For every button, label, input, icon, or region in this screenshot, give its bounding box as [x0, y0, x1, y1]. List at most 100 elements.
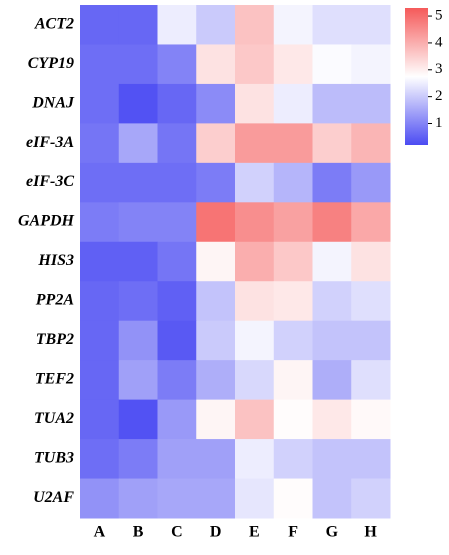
heatmap-cell	[273, 44, 313, 85]
heatmap-cell	[312, 281, 352, 322]
row-label: TBP2	[36, 331, 74, 348]
heatmap-cell	[273, 478, 313, 519]
heatmap-cell	[235, 44, 275, 85]
heatmap-cell	[80, 44, 120, 85]
heatmap-cell	[235, 162, 275, 203]
heatmap-cell	[157, 399, 197, 440]
heatmap-cell	[118, 162, 158, 203]
heatmap-cell	[351, 320, 391, 361]
heatmap-cell	[118, 281, 158, 322]
heatmap-cell	[196, 83, 236, 124]
colorbar-tick-label: 2	[435, 88, 443, 104]
heatmap-cell	[351, 478, 391, 519]
heatmap-cell	[351, 44, 391, 85]
colorbar-tick-label: 4	[435, 34, 443, 50]
heatmap-cell	[157, 241, 197, 282]
heatmap-cell	[351, 202, 391, 243]
heatmap-cell	[118, 5, 158, 45]
heatmap-cell	[235, 320, 275, 361]
heatmap-cell	[196, 360, 236, 401]
column-label: C	[171, 524, 183, 541]
heatmap-cell	[273, 320, 313, 361]
heatmap-cell	[118, 202, 158, 243]
heatmap-cell	[157, 478, 197, 519]
heatmap-cell	[273, 281, 313, 322]
heatmap-cell	[80, 241, 120, 282]
heatmap-cell	[351, 123, 391, 164]
row-label: eIF-3A	[26, 134, 74, 151]
heatmap-cell	[312, 320, 352, 361]
heatmap-cell	[157, 360, 197, 401]
heatmap-cell	[80, 162, 120, 203]
heatmap-cell	[312, 360, 352, 401]
heatmap-cell	[80, 123, 120, 164]
colorbar-tick-label: 1	[435, 115, 443, 131]
heatmap-cell	[351, 83, 391, 124]
heatmap-cell	[235, 241, 275, 282]
heatmap-cell	[312, 241, 352, 282]
row-label: TUB3	[34, 449, 74, 466]
heatmap-cell	[196, 123, 236, 164]
heatmap-cell	[80, 83, 120, 124]
heatmap-cell	[235, 202, 275, 243]
heatmap-cell	[196, 478, 236, 519]
heatmap-cell	[196, 44, 236, 85]
heatmap-cell	[80, 5, 120, 45]
heatmap-cell	[118, 44, 158, 85]
column-label: F	[288, 524, 298, 541]
heatmap-cell	[235, 281, 275, 322]
heatmap-cell	[157, 439, 197, 480]
heatmap-cell	[80, 439, 120, 480]
column-label: A	[94, 524, 106, 541]
colorbar-tick-label: 3	[435, 61, 443, 77]
heatmap-cell	[196, 202, 236, 243]
heatmap-cell	[273, 123, 313, 164]
column-label: G	[326, 524, 339, 541]
heatmap-cell	[235, 123, 275, 164]
heatmap-cell	[196, 320, 236, 361]
heatmap-cell	[312, 399, 352, 440]
heatmap-cell	[157, 44, 197, 85]
heatmap-cell	[196, 439, 236, 480]
row-label: eIF-3C	[26, 173, 74, 190]
heatmap-cell	[273, 399, 313, 440]
heatmap-cell	[80, 399, 120, 440]
heatmap-cell	[80, 281, 120, 322]
row-label: PP2A	[35, 292, 75, 309]
heatmap-cell	[196, 162, 236, 203]
heatmap-cell	[118, 360, 158, 401]
row-label: GAPDH	[18, 213, 75, 230]
colorbar-tick-label: 5	[435, 7, 443, 23]
row-label: U2AF	[33, 489, 74, 506]
heatmap-cell	[273, 5, 313, 45]
heatmap-cell	[312, 5, 352, 45]
heatmap-cell	[351, 5, 391, 45]
row-label: ACT2	[34, 15, 74, 32]
heatmap-cell	[157, 281, 197, 322]
heatmap-cell	[351, 439, 391, 480]
heatmap-cell	[273, 83, 313, 124]
heatmap-cell	[312, 439, 352, 480]
heatmap-cell	[80, 478, 120, 519]
row-label: DNAJ	[31, 94, 75, 111]
heatmap-cell	[273, 241, 313, 282]
heatmap-cell	[196, 241, 236, 282]
heatmap-cell	[157, 83, 197, 124]
heatmap-cell	[157, 123, 197, 164]
heatmap-cell	[235, 83, 275, 124]
column-label: H	[364, 524, 377, 541]
heatmap-cell	[118, 123, 158, 164]
heatmap-cell	[118, 478, 158, 519]
heatmap-cell	[157, 320, 197, 361]
heatmap-cell	[351, 281, 391, 322]
heatmap-cell	[157, 5, 197, 45]
heatmap-cell	[312, 162, 352, 203]
heatmap-cell	[351, 162, 391, 203]
heatmap-cell	[351, 399, 391, 440]
heatmap-cell	[351, 241, 391, 282]
heatmap-cell	[235, 5, 275, 45]
column-label: D	[210, 524, 222, 541]
column-label: E	[249, 524, 260, 541]
heatmap-cell	[196, 5, 236, 45]
